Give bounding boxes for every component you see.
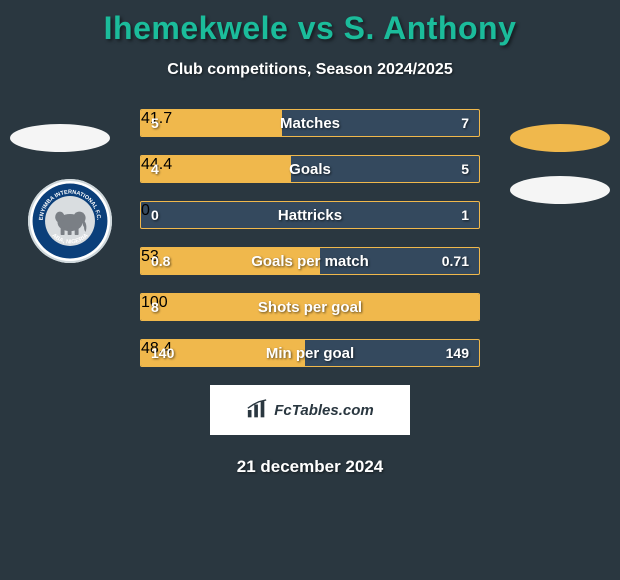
- stat-right-value: 7: [451, 110, 479, 136]
- stat-bar-fill: 44.4: [141, 156, 291, 182]
- club-right-placeholder-badge: [510, 176, 610, 204]
- stat-bar: 001Hattricks: [140, 201, 480, 229]
- stat-bar: 48.4140149Min per goal: [140, 339, 480, 367]
- player-right-placeholder-badge: [510, 124, 610, 152]
- player-left-placeholder-badge: [10, 124, 110, 152]
- stat-right-value: 5: [451, 156, 479, 182]
- page-subtitle: Club competitions, Season 2024/2025: [0, 61, 620, 79]
- stat-bar-fill: 48.4: [141, 340, 305, 366]
- stat-label: Hattricks: [141, 202, 479, 228]
- stat-right-value: 1: [451, 202, 479, 228]
- stat-bar: 41.757Matches: [140, 109, 480, 137]
- stat-bar-fill: 41.7: [141, 110, 282, 136]
- stat-bar: 44.445Goals: [140, 155, 480, 183]
- stat-bar: 1008Shots per goal: [140, 293, 480, 321]
- stat-right-value: 149: [436, 340, 479, 366]
- stat-bar-fill: 100: [141, 294, 479, 320]
- page-title: Ihemekwele vs S. Anthony: [0, 0, 620, 47]
- footer-brand-chip: FcTables.com: [210, 385, 410, 435]
- page-date: 21 december 2024: [0, 457, 620, 477]
- stat-bar-fill: 53: [141, 248, 320, 274]
- stat-right-value: 0.71: [432, 248, 479, 274]
- stat-bar: 530.80.71Goals per match: [140, 247, 480, 275]
- club-left-logo: ENYIMBA INTERNATIONAL F.C. ABA, NIGERIA: [28, 179, 112, 263]
- bar-chart-icon: [246, 399, 268, 421]
- club-logo-svg: ENYIMBA INTERNATIONAL F.C. ABA, NIGERIA: [31, 182, 109, 260]
- footer-brand-label: FcTables.com: [274, 402, 373, 419]
